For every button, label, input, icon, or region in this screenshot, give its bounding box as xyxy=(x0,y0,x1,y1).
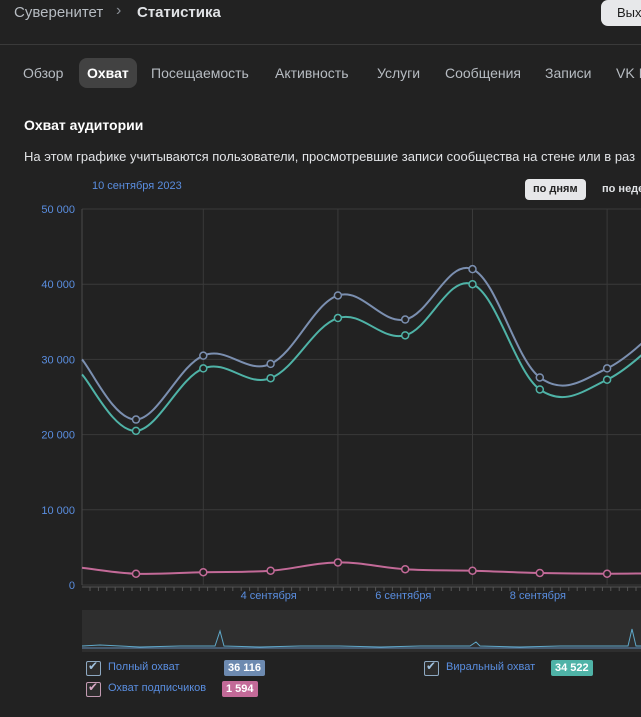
data-point xyxy=(400,315,410,324)
data-point xyxy=(602,364,612,373)
tab-services[interactable]: Услуги xyxy=(377,65,421,81)
full-reach-checkbox[interactable]: ✔ xyxy=(86,659,101,676)
chart-navigator[interactable] xyxy=(81,610,641,652)
legend-label: Полный охват xyxy=(108,661,180,673)
page-title: Статистика xyxy=(137,4,221,21)
tab-reach[interactable]: Охват xyxy=(79,58,137,88)
y-tick-label: 20 000 xyxy=(41,430,75,442)
y-tick-label: 50 000 xyxy=(41,204,75,216)
data-point xyxy=(131,569,141,578)
breadcrumb-community[interactable]: Суверенитет xyxy=(14,4,104,21)
check-icon: ✔ xyxy=(426,659,437,673)
tab-traffic[interactable]: Посещаемость xyxy=(151,65,249,81)
data-point xyxy=(400,564,410,574)
data-point xyxy=(602,569,612,578)
data-point xyxy=(333,558,343,567)
legend-value: 1 594 xyxy=(222,681,258,697)
y-tick-label: 10 000 xyxy=(41,505,75,517)
data-point xyxy=(602,375,612,384)
exit-button[interactable]: Вых xyxy=(601,0,641,26)
legend-value: 36 116 xyxy=(224,660,266,676)
legend-label: Охват подписчиков xyxy=(108,682,207,694)
check-icon: ✔ xyxy=(88,680,99,694)
page-header: Суверенитет › Статистика Вых xyxy=(0,0,641,45)
data-point xyxy=(400,331,410,340)
y-tick-label: 40 000 xyxy=(41,279,75,291)
data-point xyxy=(535,568,545,578)
data-point xyxy=(199,567,208,577)
data-point xyxy=(131,415,141,424)
by-days-button[interactable]: по дням xyxy=(525,179,586,200)
data-point xyxy=(266,373,275,383)
x-tick-label: 4 сентября xyxy=(241,590,297,602)
y-tick-label: 0 xyxy=(69,580,75,592)
series-line xyxy=(81,561,641,575)
section-title: Охват аудитории xyxy=(24,117,144,133)
subscribers-reach-checkbox[interactable]: ✔ xyxy=(86,680,101,697)
data-point xyxy=(468,279,477,289)
tab-activity[interactable]: Активность xyxy=(275,65,349,81)
tab-messages[interactable]: Сообщения xyxy=(445,65,521,81)
y-axis-ticks: 0 10 000 20 000 30 000 40 000 50 000 xyxy=(41,204,75,592)
stats-tabs: Обзор Охват Посещаемость Активность Услу… xyxy=(0,58,641,90)
data-point xyxy=(333,313,343,323)
data-point xyxy=(199,364,208,373)
data-point xyxy=(131,426,141,436)
chart-date-label: 10 сентября 2023 xyxy=(92,180,182,192)
x-tick-label: 8 сентября xyxy=(510,590,566,602)
by-weeks-button[interactable]: по неде xyxy=(602,183,641,195)
data-point xyxy=(266,359,275,369)
chart-series xyxy=(81,264,641,578)
data-point xyxy=(468,566,477,575)
y-tick-label: 30 000 xyxy=(41,354,75,366)
data-point xyxy=(535,385,545,394)
chevron-right-icon: › xyxy=(116,2,122,19)
x-tick-label: 6 сентября xyxy=(375,590,431,602)
data-point xyxy=(535,373,545,382)
tab-overview[interactable]: Обзор xyxy=(23,65,64,81)
chart-grid xyxy=(81,208,641,591)
series-line xyxy=(81,266,641,421)
tab-vk[interactable]: VK I xyxy=(616,65,641,81)
data-point xyxy=(333,291,343,300)
legend-value: 34 522 xyxy=(551,660,593,676)
data-point xyxy=(199,351,208,360)
viral-reach-checkbox[interactable]: ✔ xyxy=(424,659,439,676)
data-point xyxy=(468,264,477,274)
tab-posts[interactable]: Записи xyxy=(545,65,592,81)
legend-label: Виральный охват xyxy=(446,661,536,673)
data-point xyxy=(266,566,275,575)
check-icon: ✔ xyxy=(88,659,99,673)
section-description: На этом графике учитываются пользователи… xyxy=(24,149,636,164)
series-line xyxy=(81,282,641,432)
